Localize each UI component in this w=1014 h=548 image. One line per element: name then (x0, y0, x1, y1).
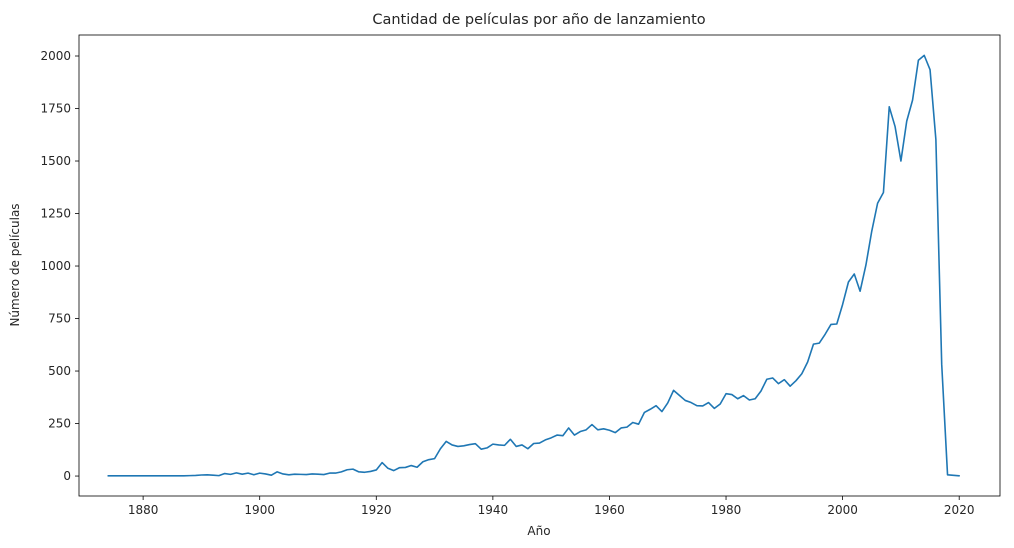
y-tick-label: 1750 (40, 102, 71, 116)
x-tick-label: 2020 (944, 503, 975, 517)
x-tick-label: 1940 (478, 503, 509, 517)
y-tick-label: 500 (48, 364, 71, 378)
x-tick-label: 1980 (711, 503, 742, 517)
plot-frame (78, 34, 1001, 497)
y-tick-label: 750 (48, 312, 71, 326)
x-tick-label: 1900 (244, 503, 275, 517)
y-tick-label: 0 (63, 469, 71, 483)
y-tick-label: 1000 (40, 259, 71, 273)
y-tick-label: 2000 (40, 49, 71, 63)
y-axis-label: Número de películas (8, 203, 22, 326)
x-axis-label: Año (527, 524, 550, 538)
y-tick-label: 1500 (40, 154, 71, 168)
x-tick-label: 2000 (827, 503, 858, 517)
y-tick-label: 1250 (40, 207, 71, 221)
series-line (107, 54, 960, 477)
x-tick-label: 1880 (128, 503, 159, 517)
x-axis-ticks: 1880 1900 1920 1940 1960 1980 2000 2020 (128, 496, 975, 517)
y-axis-ticks: 0 250 500 750 1000 1250 1500 1750 2000 (40, 49, 79, 483)
y-tick-label: 250 (48, 417, 71, 431)
x-tick-label: 1920 (361, 503, 392, 517)
plot-area (78, 34, 1001, 497)
x-tick-label: 1960 (594, 503, 625, 517)
chart-title: Cantidad de películas por año de lanzami… (372, 12, 705, 28)
